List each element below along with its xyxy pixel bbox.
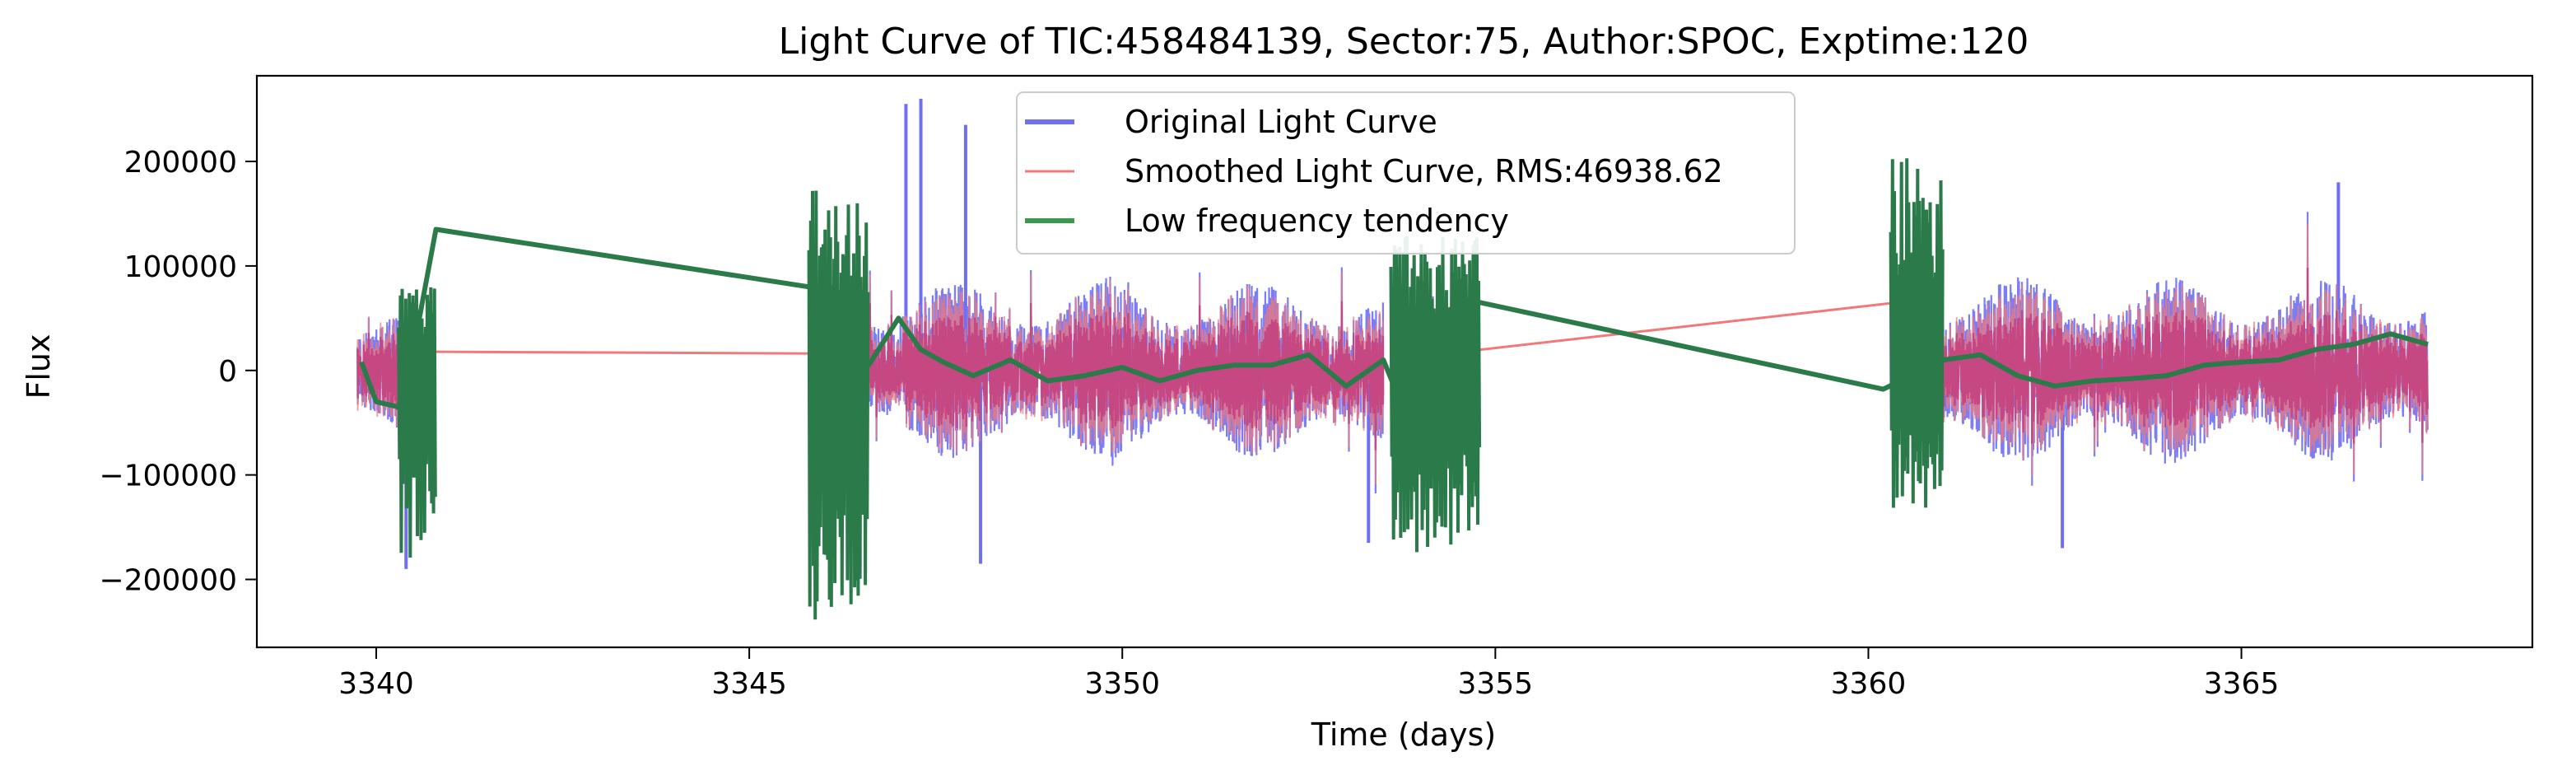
y-tick-label: 100000	[124, 250, 237, 284]
chart-title: Light Curve of TIC:458484139, Sector:75,…	[779, 21, 2029, 63]
legend-box	[1016, 91, 1796, 254]
y-axis-label: Flux	[21, 334, 57, 399]
x-tick-label: 3340	[338, 667, 414, 701]
y-tick-label: −100000	[99, 460, 237, 493]
x-tick-label: 3355	[1458, 667, 1534, 701]
x-tick-label: 3360	[1831, 667, 1907, 701]
legend-label-smoothed: Smoothed Light Curve, RMS:46938.62	[1125, 153, 1723, 189]
low-frequency-burst-2	[1389, 236, 1482, 553]
plot-frame	[255, 74, 2534, 649]
series-overlap-line	[356, 267, 2429, 451]
x-axis-label: Time (days)	[1311, 717, 1496, 753]
smoothed-gap-line-1	[1435, 296, 1944, 357]
legend-label-low-frequency: Low frequency tendency	[1125, 203, 1509, 239]
legend: Original Light Curve Smoothed Light Curv…	[1016, 91, 1796, 254]
x-tick-label: 3350	[1084, 667, 1160, 701]
y-tick-label: 200000	[124, 146, 237, 180]
x-axis: 3340 3345 3350 3355 3360 3365	[338, 647, 2279, 701]
plot-area	[356, 98, 2429, 620]
x-tick-label: 3345	[711, 667, 787, 701]
series-low-frequency-line	[359, 226, 2429, 410]
low-frequency-burst-3	[1889, 158, 1945, 508]
y-tick-label: 0	[218, 355, 237, 389]
low-frequency-burst-1	[807, 190, 870, 620]
legend-label-original: Original Light Curve	[1125, 104, 1437, 140]
y-tick-label: −200000	[99, 564, 237, 598]
x-tick-label: 3365	[2204, 667, 2280, 701]
y-axis: −200000 −100000 0 100000 200000	[99, 146, 257, 598]
low-frequency-burst-0	[397, 287, 437, 558]
smoothed-gap-line-0	[398, 350, 869, 355]
